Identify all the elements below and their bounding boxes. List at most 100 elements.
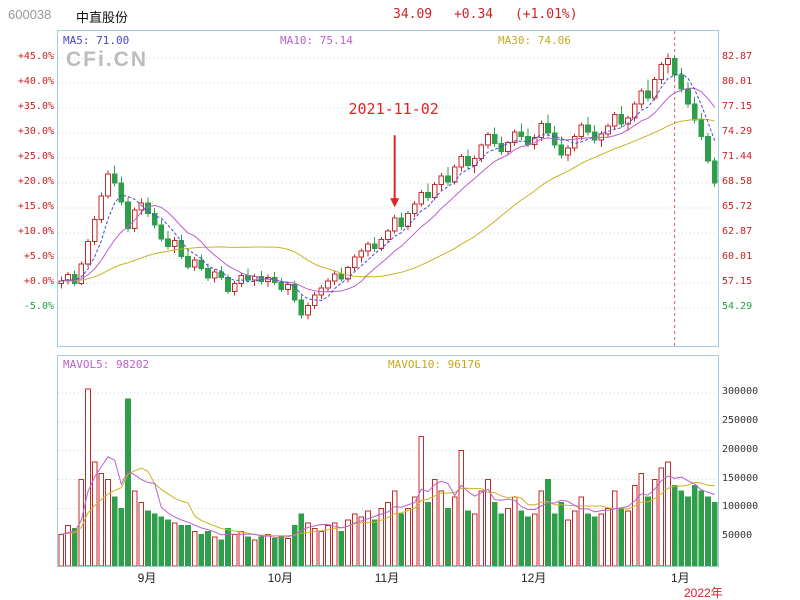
candle-body — [631, 103, 638, 119]
volume-bar — [225, 528, 231, 566]
candle-body — [231, 282, 238, 292]
price-tick: 77.15 — [722, 101, 753, 112]
candle-body — [678, 74, 685, 90]
candle-body — [125, 201, 131, 229]
candle-body — [645, 90, 651, 99]
volume-bar — [391, 490, 398, 566]
header: 600038 中直股份 34.09 +0.34 (+1.01%) — [0, 5, 800, 25]
volume-bar — [291, 525, 298, 566]
price-tick: 80.01 — [722, 76, 753, 87]
candle-body — [358, 250, 365, 258]
volume-bar — [691, 484, 698, 566]
volume-bar — [431, 479, 438, 566]
candle-body — [291, 283, 298, 301]
percent-tick: +10.0% — [17, 226, 54, 237]
candle-body — [371, 243, 378, 250]
volume-bar — [518, 510, 525, 566]
price-chart-panel[interactable] — [57, 30, 719, 347]
candle-body — [198, 259, 205, 270]
volume-bar — [358, 516, 365, 566]
volume-bar — [218, 539, 225, 566]
candle-body — [391, 217, 398, 232]
percent-tick: +5.0% — [23, 251, 54, 262]
candle-body — [658, 64, 665, 81]
volume-tick: 50000 — [722, 530, 753, 542]
volume-bar — [711, 502, 718, 566]
month-tick: 11月 — [374, 571, 400, 585]
stock-name: 中直股份 — [76, 10, 129, 25]
price-tick: 65.72 — [722, 201, 753, 212]
candle-body — [205, 268, 211, 279]
candle-body — [405, 212, 411, 227]
candle-body — [105, 173, 111, 197]
ma-line — [61, 72, 716, 302]
volume-bar — [585, 513, 591, 566]
volume-bar — [271, 537, 278, 566]
candle-body — [638, 90, 645, 105]
candle-body — [698, 119, 705, 137]
volume-bar — [298, 513, 305, 566]
volume-bar — [191, 530, 198, 566]
candle-body — [365, 243, 371, 252]
candle-body — [325, 280, 331, 289]
volume-bar — [118, 507, 125, 566]
volume-bar — [658, 467, 665, 566]
volume-bar — [251, 539, 258, 566]
candle-body — [211, 271, 218, 279]
price-tick: 62.87 — [722, 226, 753, 237]
volume-bar — [351, 513, 358, 566]
candle-body — [625, 117, 631, 125]
volume-bar — [265, 533, 271, 566]
volume-bar — [145, 510, 151, 566]
volume-chart-panel[interactable] — [57, 355, 719, 567]
candle-body — [278, 282, 285, 291]
volume-bar — [178, 525, 185, 566]
volume-tick: 300000 — [722, 386, 759, 397]
volume-bar — [618, 507, 625, 566]
volume-bar — [445, 507, 451, 566]
candle-body — [665, 58, 671, 66]
volume-bar — [538, 490, 545, 566]
volume-bar — [465, 510, 471, 566]
candle-body — [285, 283, 291, 291]
price-tick: 57.15 — [722, 276, 753, 287]
candle-body — [145, 202, 151, 214]
candle-body — [411, 203, 418, 214]
month-tick: 12月 — [520, 571, 547, 585]
price-tick: 60.01 — [722, 251, 753, 262]
candle-body — [158, 224, 165, 240]
percent-tick: +35.0% — [17, 101, 54, 112]
volume-bar — [638, 473, 645, 566]
volume-bar — [478, 490, 485, 566]
candle-body — [558, 144, 565, 156]
quote: 34.09 +0.34 (+1.01%) — [393, 7, 592, 22]
volume-bar — [611, 490, 618, 566]
volume-bar — [685, 496, 691, 566]
volume-bar — [571, 510, 578, 566]
candle-body — [191, 259, 198, 268]
volume-bar — [385, 502, 391, 566]
volume-bar — [285, 537, 291, 566]
candle-body — [571, 136, 578, 149]
volume-bar — [598, 513, 605, 566]
volume-bar — [698, 490, 705, 566]
volume-bar — [458, 450, 465, 566]
volume-bar — [405, 507, 411, 566]
price-tick: 54.29 — [722, 301, 753, 312]
month-tick: 10月 — [267, 571, 294, 585]
candle-body — [378, 239, 385, 249]
volume-bar — [485, 479, 491, 566]
candle-body — [331, 273, 338, 282]
candle-body — [338, 273, 345, 280]
volume-bar — [545, 479, 551, 566]
candle-body — [471, 157, 478, 166]
candle-body — [465, 156, 471, 166]
ma5-label: MA5: 71.00 — [63, 34, 130, 47]
candle-body — [151, 212, 158, 226]
month-tick: 1月 — [670, 571, 690, 585]
candle-body — [218, 271, 225, 278]
candle-body — [685, 88, 691, 105]
volume-bar — [498, 513, 505, 566]
volume-bar — [131, 490, 138, 566]
